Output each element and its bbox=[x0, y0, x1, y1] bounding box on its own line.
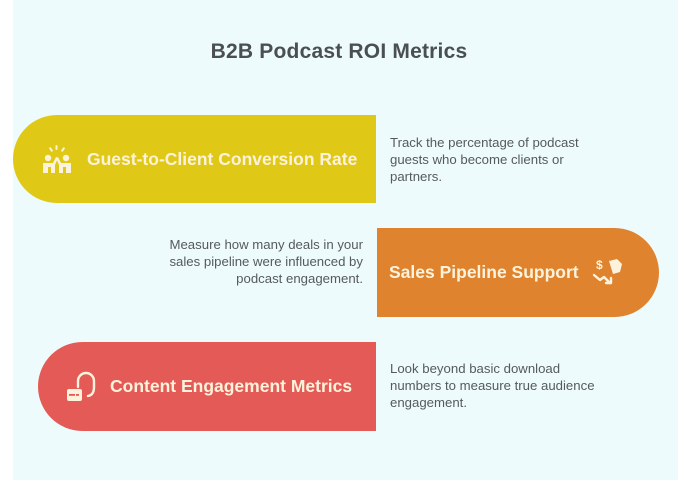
metric-description: Track the percentage of podcast guests w… bbox=[390, 135, 579, 184]
metric-description: Measure how many deals in your sales pip… bbox=[169, 237, 363, 286]
high-five-people-icon bbox=[39, 141, 75, 177]
page-title: B2B Podcast ROI Metrics bbox=[210, 40, 468, 63]
money-flow-hand-icon: $ bbox=[591, 255, 627, 291]
svg-text:$: $ bbox=[596, 258, 603, 272]
metric-content-engagement: Content Engagement Metrics bbox=[38, 342, 376, 431]
metric-sales-pipeline-support: Sales Pipeline Support $ bbox=[377, 228, 659, 317]
metric-label: Guest-to-Client Conversion Rate bbox=[87, 148, 358, 169]
metric-label: Sales Pipeline Support bbox=[389, 262, 579, 282]
metric-guest-to-client-conversion: Guest-to-Client Conversion Rate bbox=[13, 115, 376, 203]
metric-description: Look beyond basic download numbers to me… bbox=[390, 361, 595, 410]
headphones-card-icon bbox=[64, 369, 100, 405]
metric-label: Content Engagement Metrics bbox=[110, 376, 353, 396]
